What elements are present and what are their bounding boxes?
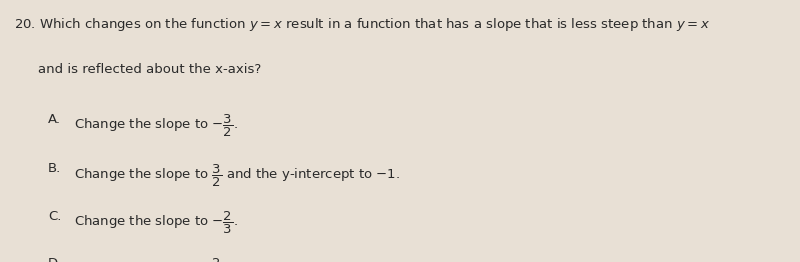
- Text: Change the slope to $-\dfrac{2}{3}$.: Change the slope to $-\dfrac{2}{3}$.: [74, 210, 238, 236]
- Text: 20. Which changes on the function $y = x$ result in a function that has a slope : 20. Which changes on the function $y = x…: [14, 16, 710, 33]
- Text: C.: C.: [48, 210, 62, 223]
- Text: and is reflected about the x-axis?: and is reflected about the x-axis?: [38, 63, 262, 76]
- Text: A.: A.: [48, 113, 61, 126]
- Text: D.: D.: [48, 257, 62, 262]
- Text: B.: B.: [48, 162, 62, 176]
- Text: Change the slope to $\dfrac{2}{3}$ and the y-intercept to $-1$.: Change the slope to $\dfrac{2}{3}$ and t…: [74, 257, 399, 262]
- Text: Change the slope to $-\dfrac{3}{2}$.: Change the slope to $-\dfrac{3}{2}$.: [74, 113, 238, 139]
- Text: Change the slope to $\dfrac{3}{2}$ and the y-intercept to $-1$.: Change the slope to $\dfrac{3}{2}$ and t…: [74, 162, 399, 189]
